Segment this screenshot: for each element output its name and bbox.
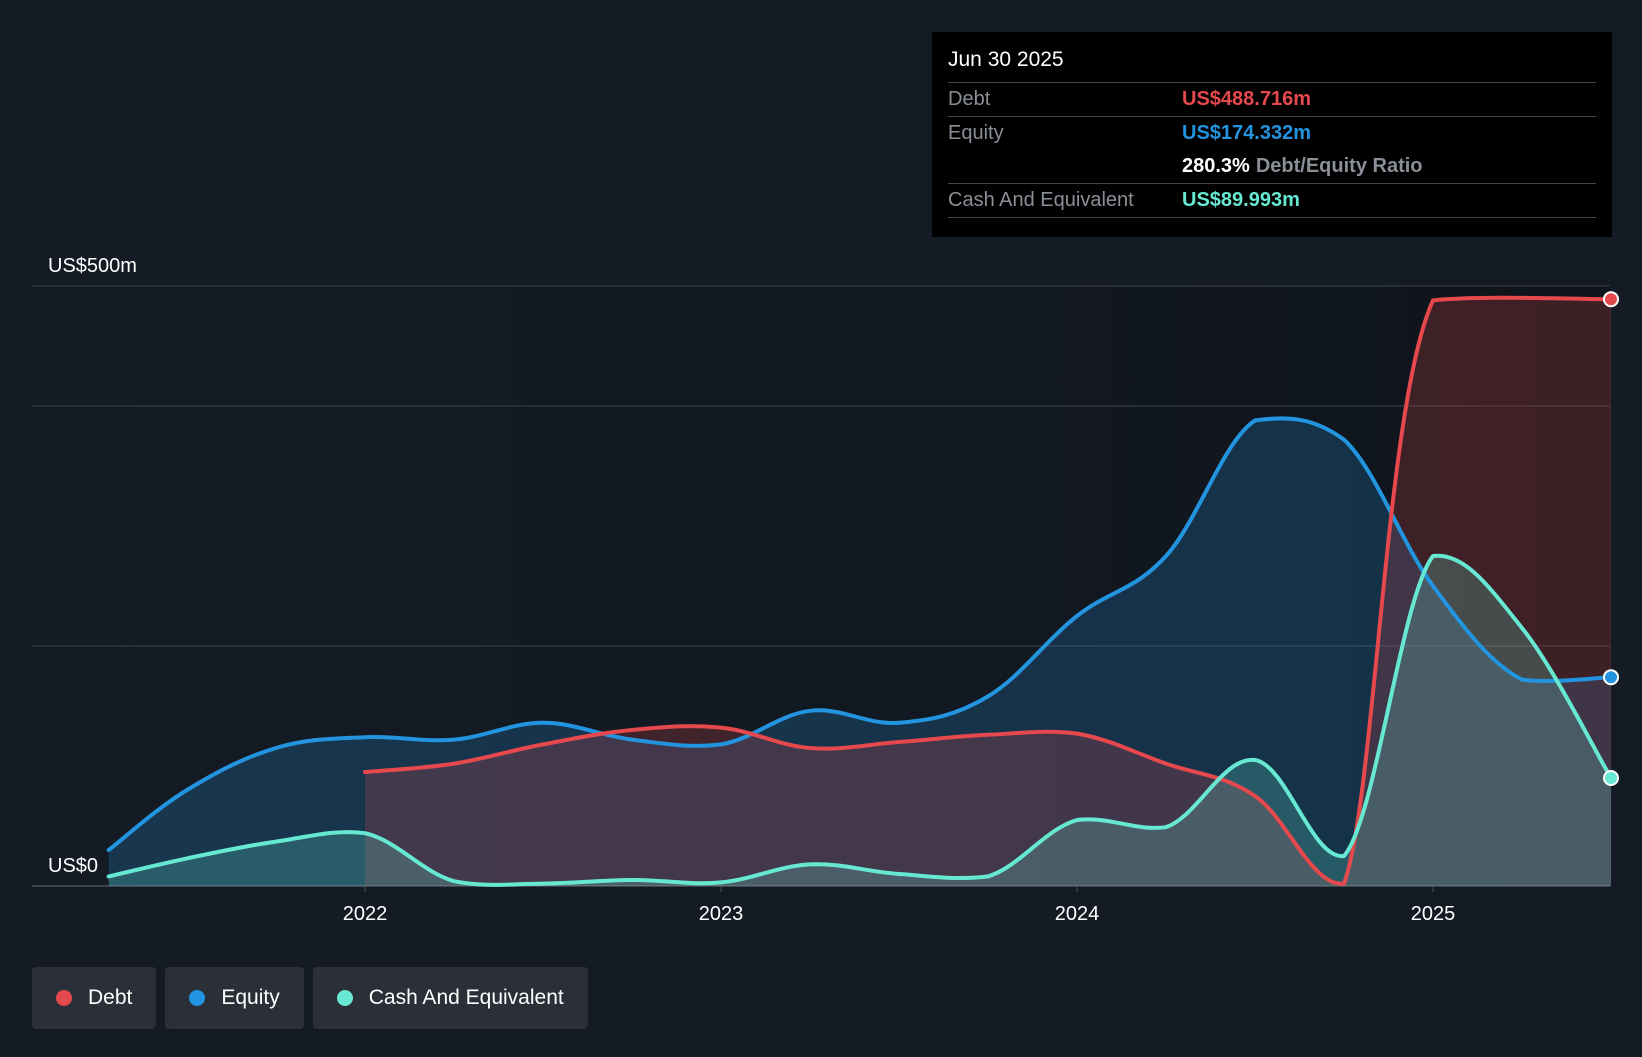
equity-dot-icon [189, 990, 206, 1006]
debt-dot-icon [56, 990, 72, 1006]
legend-equity-label: Equity [221, 986, 280, 1009]
tooltip-ratio-label: Debt/Equity Ratio [1255, 155, 1423, 177]
legend-cash-label: Cash And Equivalent [368, 986, 564, 1009]
equity-line [106, 416, 1613, 852]
grid-lines [32, 285, 1610, 887]
x-tick-label-2022: 2022 [343, 903, 388, 925]
data-tooltip: Jun 30 2025 Debt US$488.716m Equity US$1… [932, 32, 1612, 237]
legend-item-cash[interactable]: Cash And Equivalent [312, 967, 588, 1029]
tooltip-equity-value: US$174.332m [1182, 122, 1311, 144]
legend-debt-label: Debt [88, 986, 133, 1009]
cash-area [108, 555, 1612, 886]
tooltip-cash-value: US$89.993m [1182, 189, 1300, 211]
debt-line [363, 295, 1613, 886]
plot-background [32, 286, 1610, 886]
equity-end-marker [1603, 669, 1619, 686]
tooltip-row-equity: Equity US$174.332m [948, 117, 1596, 150]
cash-end-marker [1603, 770, 1619, 786]
x-tick-label-2025: 2025 [1411, 903, 1456, 925]
y-tick-label-500: US$500m [48, 255, 137, 277]
debt-end-marker [1603, 291, 1619, 308]
debt-area [365, 297, 1611, 887]
tooltip-cash-label: Cash And Equivalent [948, 189, 1134, 211]
tooltip-ratio: 280.3% Debt/Equity Ratio [1182, 150, 1423, 183]
tooltip-equity-label: Equity [948, 122, 1004, 144]
tooltip-ratio-spacer [948, 150, 1182, 183]
tooltip-row-ratio: 280.3% Debt/Equity Ratio [948, 150, 1596, 184]
cash-line [106, 553, 1613, 887]
equity-area [108, 418, 1612, 886]
tooltip-date: Jun 30 2025 [948, 46, 1596, 83]
y-tick-label-0: US$0 [48, 855, 98, 877]
x-tick-label-2023: 2023 [699, 903, 744, 925]
chart-legend: Debt Equity Cash And Equivalent [32, 967, 588, 1029]
axis-labels: US$500m US$0 2022 2023 2024 2025 [48, 255, 1455, 925]
tooltip-row-cash: Cash And Equivalent US$89.993m [948, 184, 1596, 218]
legend-item-debt[interactable]: Debt [32, 967, 157, 1029]
cash-dot-icon [336, 990, 353, 1006]
series-end-markers [1603, 291, 1619, 786]
tooltip-debt-value: US$488.716m [1182, 88, 1311, 110]
series-areas [108, 297, 1612, 887]
tooltip-ratio-value: 280.3% [1182, 155, 1250, 177]
series-lines [106, 295, 1613, 887]
tooltip-debt-label: Debt [948, 88, 991, 110]
tooltip-row-debt: Debt US$488.716m [948, 83, 1596, 117]
legend-item-equity[interactable]: Equity [165, 967, 304, 1029]
x-tick-label-2024: 2024 [1055, 903, 1100, 925]
